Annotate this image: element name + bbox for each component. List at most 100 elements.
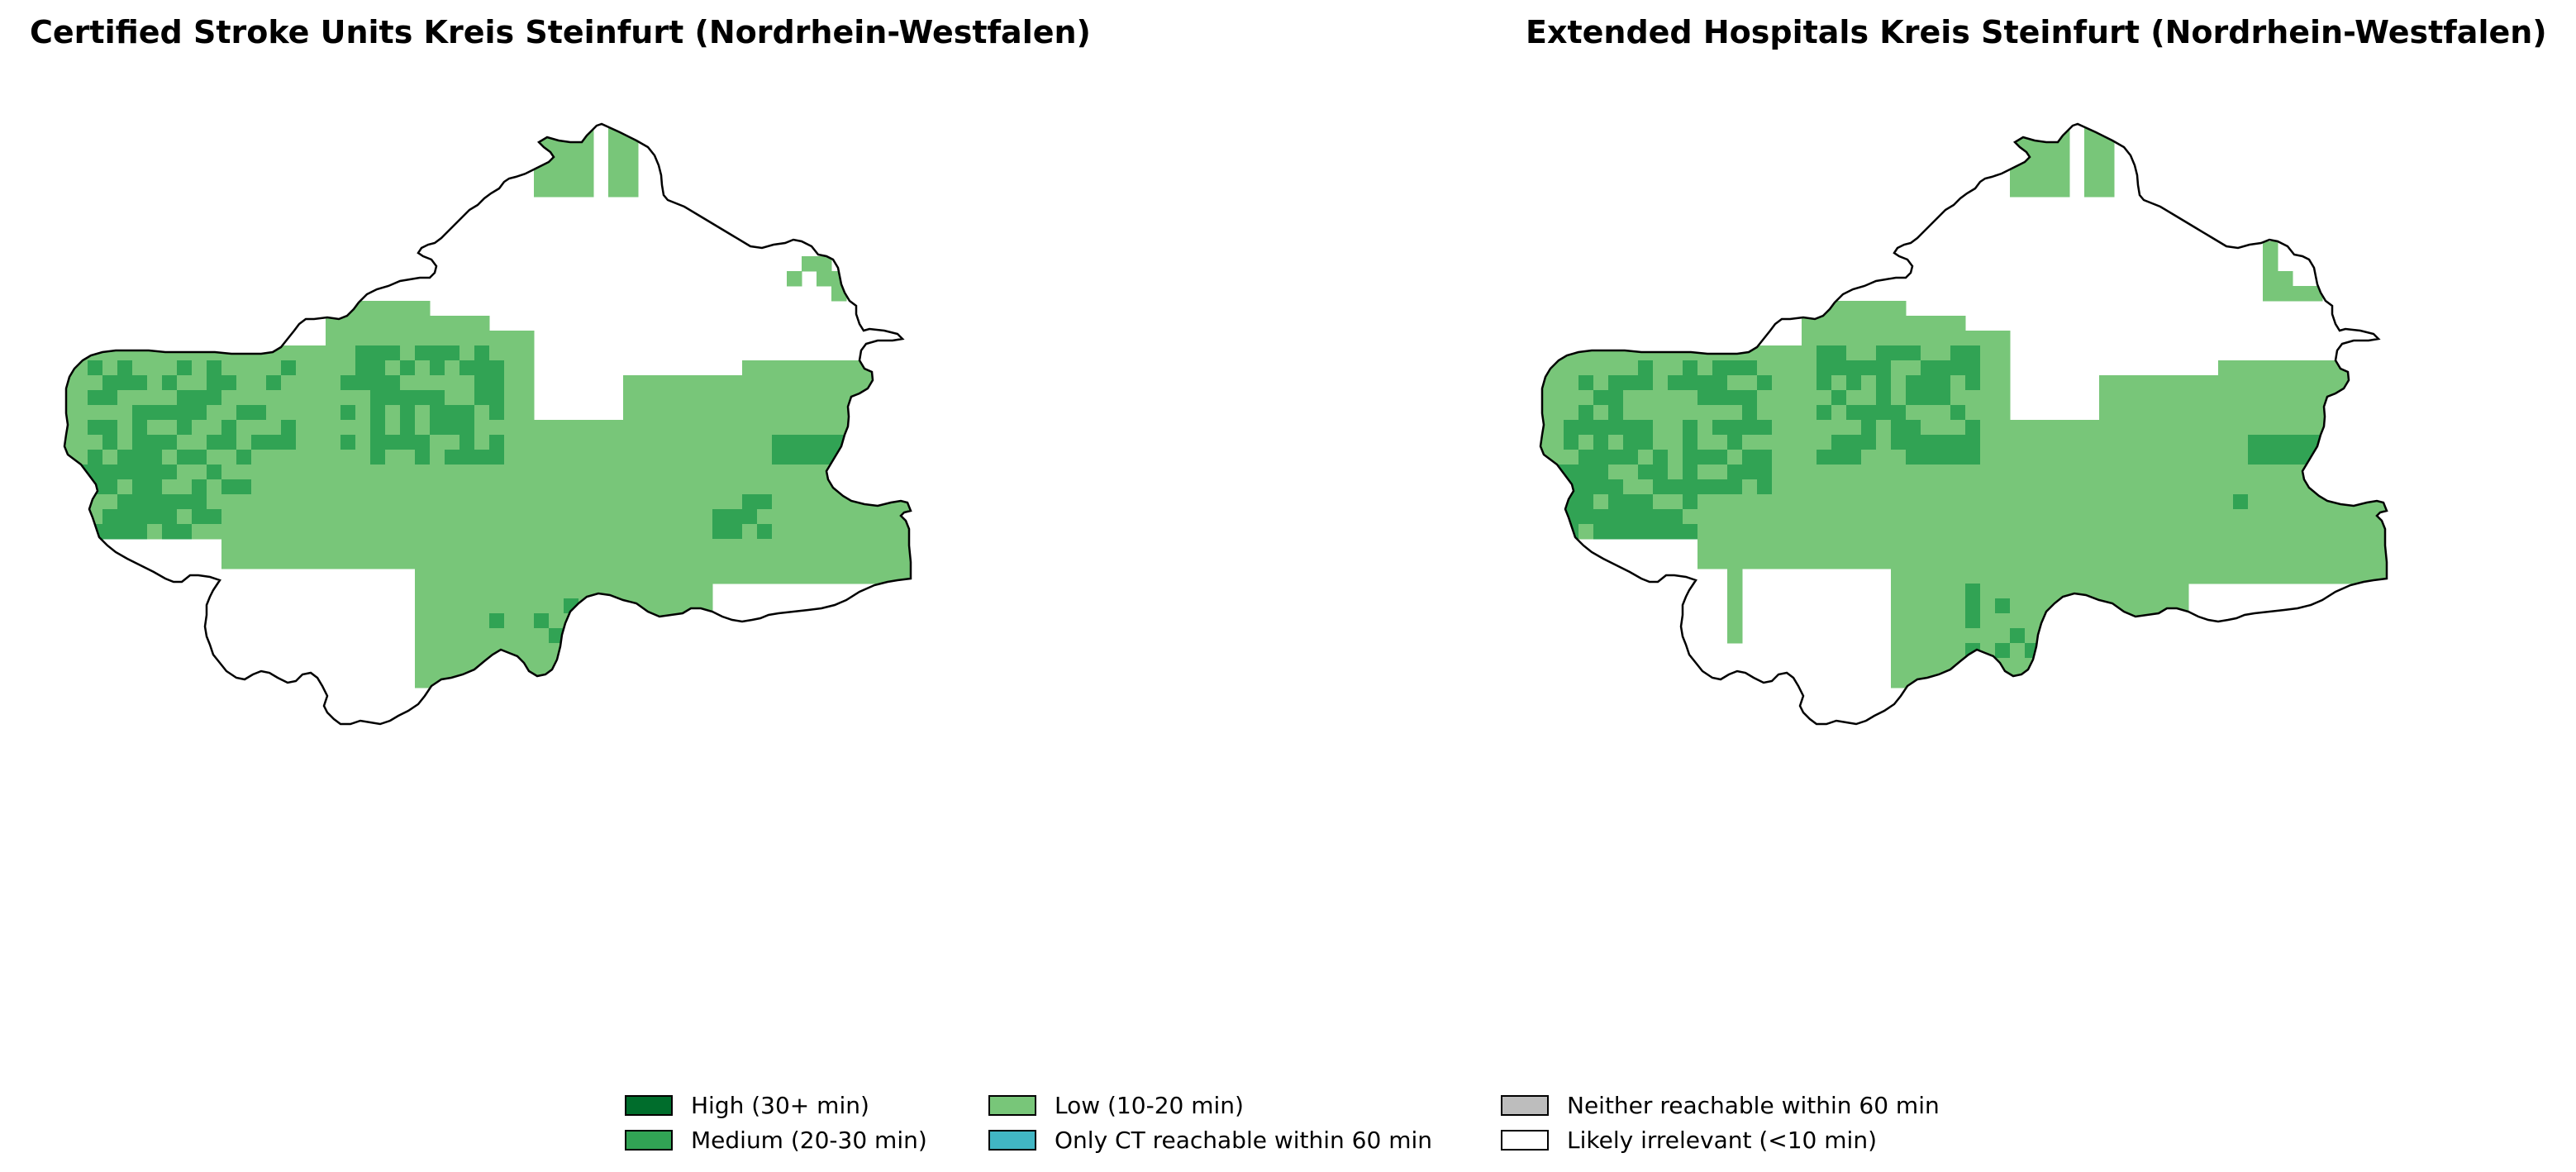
map-cell-low [1965, 554, 1981, 569]
map-cell-low [727, 450, 743, 465]
map-cell-low [326, 360, 341, 376]
map-cell-low [519, 554, 535, 569]
map-cell-low [2174, 569, 2189, 584]
map-cell-low [236, 375, 252, 391]
legend-item-neither: Neither reachable within 60 min [1501, 1089, 1940, 1121]
map-cell-low [579, 167, 594, 183]
map-cell-low [698, 390, 713, 406]
map-cell-low [2367, 390, 2383, 406]
map-cell-medium [1846, 435, 1862, 450]
map-cell-medium [236, 479, 252, 495]
map-cell-low [579, 524, 594, 540]
map-cell-low [1653, 405, 1669, 421]
map-cell-low [742, 390, 758, 406]
map-cell-low [2040, 152, 2055, 168]
map-cell-low [876, 494, 892, 510]
map-cell-low [1757, 554, 1773, 569]
map-cell-low [1846, 345, 1862, 361]
map-cell-low [1891, 613, 1907, 629]
map-cell-medium [459, 360, 475, 376]
map-cell-low [430, 569, 445, 584]
map-cell-low [296, 360, 312, 376]
map-cell-low [772, 375, 788, 391]
map-cell-low [2069, 465, 2085, 480]
map-cell-medium [177, 420, 193, 436]
map-cell-low [891, 539, 907, 555]
map-cell-medium [1921, 390, 1936, 406]
map-cell-low [623, 509, 639, 525]
map-cell-low [1712, 494, 1728, 510]
map-cell-low [2352, 390, 2368, 406]
map-cell-low [132, 345, 148, 361]
map-cell-low [653, 524, 669, 540]
map-cell-medium [147, 450, 163, 465]
map-cell-low [608, 435, 624, 450]
map-cell-low [2114, 539, 2130, 555]
map-cell-low [385, 554, 401, 569]
map-cell-low [1965, 494, 1981, 510]
map-cell-medium [73, 524, 88, 540]
map-cell-low [2040, 569, 2055, 584]
map-cell-medium [1683, 465, 1698, 480]
map-cell-low [1757, 435, 1773, 450]
map-cell-low [236, 539, 252, 555]
map-cell-low [1846, 479, 1862, 495]
map-cell-low [2159, 628, 2174, 644]
map-cell-low [891, 405, 907, 421]
map-cell-low [73, 435, 88, 450]
map-cell-low [1965, 331, 1981, 346]
map-cell-medium [73, 494, 88, 510]
map-cell-medium [1727, 435, 1743, 450]
map-cell-low [579, 450, 594, 465]
map-cell-medium [1712, 420, 1728, 436]
map-cell-low [296, 435, 312, 450]
map-cell-low [1995, 405, 2011, 421]
map-cell-low [355, 494, 371, 510]
map-cell-medium [147, 405, 163, 421]
map-cell-medium [1638, 494, 1654, 510]
map-cell-low [1787, 390, 1802, 406]
map-cell-low [2233, 420, 2249, 436]
map-cell-low [2144, 569, 2159, 584]
map-cell-low [1891, 509, 1907, 525]
map-cell-medium [177, 494, 193, 510]
map-cell-medium [1906, 420, 1921, 436]
map-cell-medium [489, 450, 505, 465]
map-cell-low [846, 375, 862, 391]
map-cell-low [1921, 345, 1936, 361]
map-cell-medium [177, 390, 193, 406]
map-cell-low [415, 628, 431, 644]
map-cell-low [1980, 494, 1996, 510]
map-cell-low [2144, 465, 2159, 480]
map-cell-low [846, 554, 862, 569]
map-cell-low [400, 316, 416, 331]
map-cell-low [370, 479, 386, 495]
map-cell-low [1787, 360, 1802, 376]
map-cell-medium [1578, 509, 1594, 525]
map-cell-low [579, 628, 594, 644]
map-cell-low [668, 658, 683, 674]
map-cell-low [1906, 360, 1921, 376]
map-cell-medium [1727, 479, 1743, 495]
map-cell-low [504, 435, 520, 450]
map-cell-medium [1623, 450, 1639, 465]
map-cell-low [1653, 494, 1669, 510]
map-cell-low [1593, 360, 1609, 376]
map-cell-low [1921, 509, 1936, 525]
map-cell-medium [1683, 479, 1698, 495]
map-cell-medium [117, 524, 133, 540]
map-cell-low [1727, 539, 1743, 555]
map-cell-low [326, 465, 341, 480]
map-cell-medium [1950, 435, 1966, 450]
map-cell-low [430, 524, 445, 540]
map-cell-low [326, 375, 341, 391]
map-cell-medium [400, 390, 416, 406]
map-cell-medium [64, 509, 74, 525]
map-cell-low [831, 494, 847, 510]
map-cell-low [876, 509, 892, 525]
map-cell-medium [177, 360, 193, 376]
map-cell-low [876, 420, 892, 436]
map-cell-low [1965, 673, 1981, 688]
map-cell-low [2174, 390, 2189, 406]
map-cell-low [1817, 316, 1832, 331]
